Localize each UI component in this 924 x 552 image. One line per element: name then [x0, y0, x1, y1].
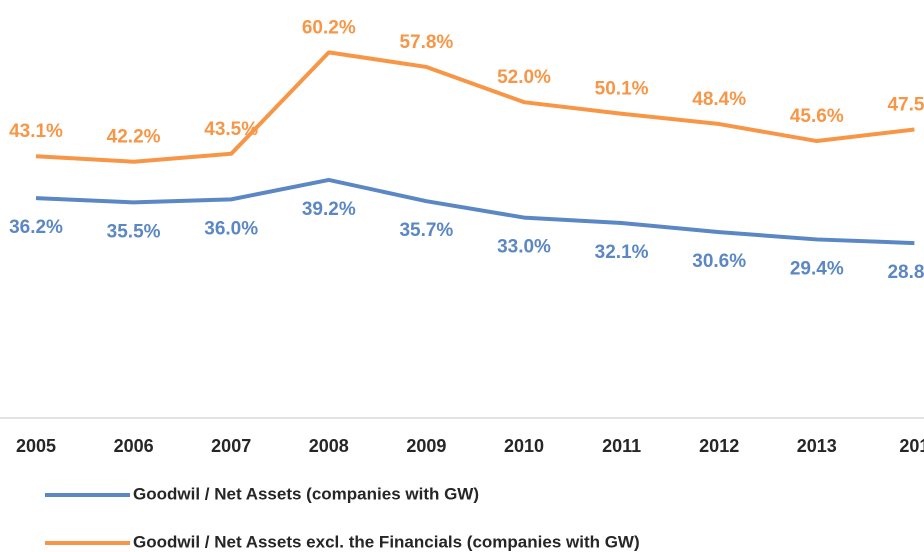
- data-label: 50.1%: [595, 79, 649, 100]
- data-label: 35.5%: [107, 221, 161, 242]
- x-tick-label: 2005: [16, 436, 56, 456]
- x-tick-label: 2008: [309, 436, 349, 456]
- data-label: 45.6%: [790, 106, 844, 127]
- data-label: 35.7%: [399, 220, 453, 241]
- series-line: [35, 50, 915, 164]
- data-label: 52.0%: [497, 67, 551, 88]
- data-label: 57.8%: [399, 32, 453, 53]
- series-line: [35, 177, 915, 246]
- data-label: 60.2%: [302, 17, 356, 38]
- data-label: 39.2%: [302, 199, 356, 220]
- x-tick-label: 2011: [602, 436, 641, 456]
- x-tick-label: 2013: [797, 436, 837, 456]
- data-label: 47.5%: [887, 95, 924, 116]
- x-tick-label: 2012: [699, 436, 739, 456]
- data-label: 33.0%: [497, 237, 551, 258]
- data-label: 28.8%: [887, 262, 924, 283]
- data-label: 48.4%: [692, 89, 746, 110]
- x-tick-label: 2007: [211, 436, 251, 456]
- data-label: 30.6%: [692, 251, 746, 272]
- x-tick-label: 2009: [406, 436, 446, 456]
- data-label: 29.4%: [790, 258, 844, 279]
- legend-label: Goodwil / Net Assets (companies with GW): [133, 484, 479, 503]
- data-label: 32.1%: [595, 242, 649, 263]
- data-label: 43.5%: [204, 119, 258, 140]
- data-label: 36.2%: [9, 217, 63, 238]
- x-tick-label: 2010: [504, 436, 544, 456]
- data-label: 43.1%: [9, 121, 63, 142]
- x-tick-label: 2006: [114, 436, 154, 456]
- data-label: 36.0%: [204, 218, 258, 239]
- data-label: 42.2%: [107, 127, 161, 148]
- x-tick-label: 201: [899, 436, 924, 456]
- legend-label: Goodwil / Net Assets excl. the Financial…: [133, 532, 640, 551]
